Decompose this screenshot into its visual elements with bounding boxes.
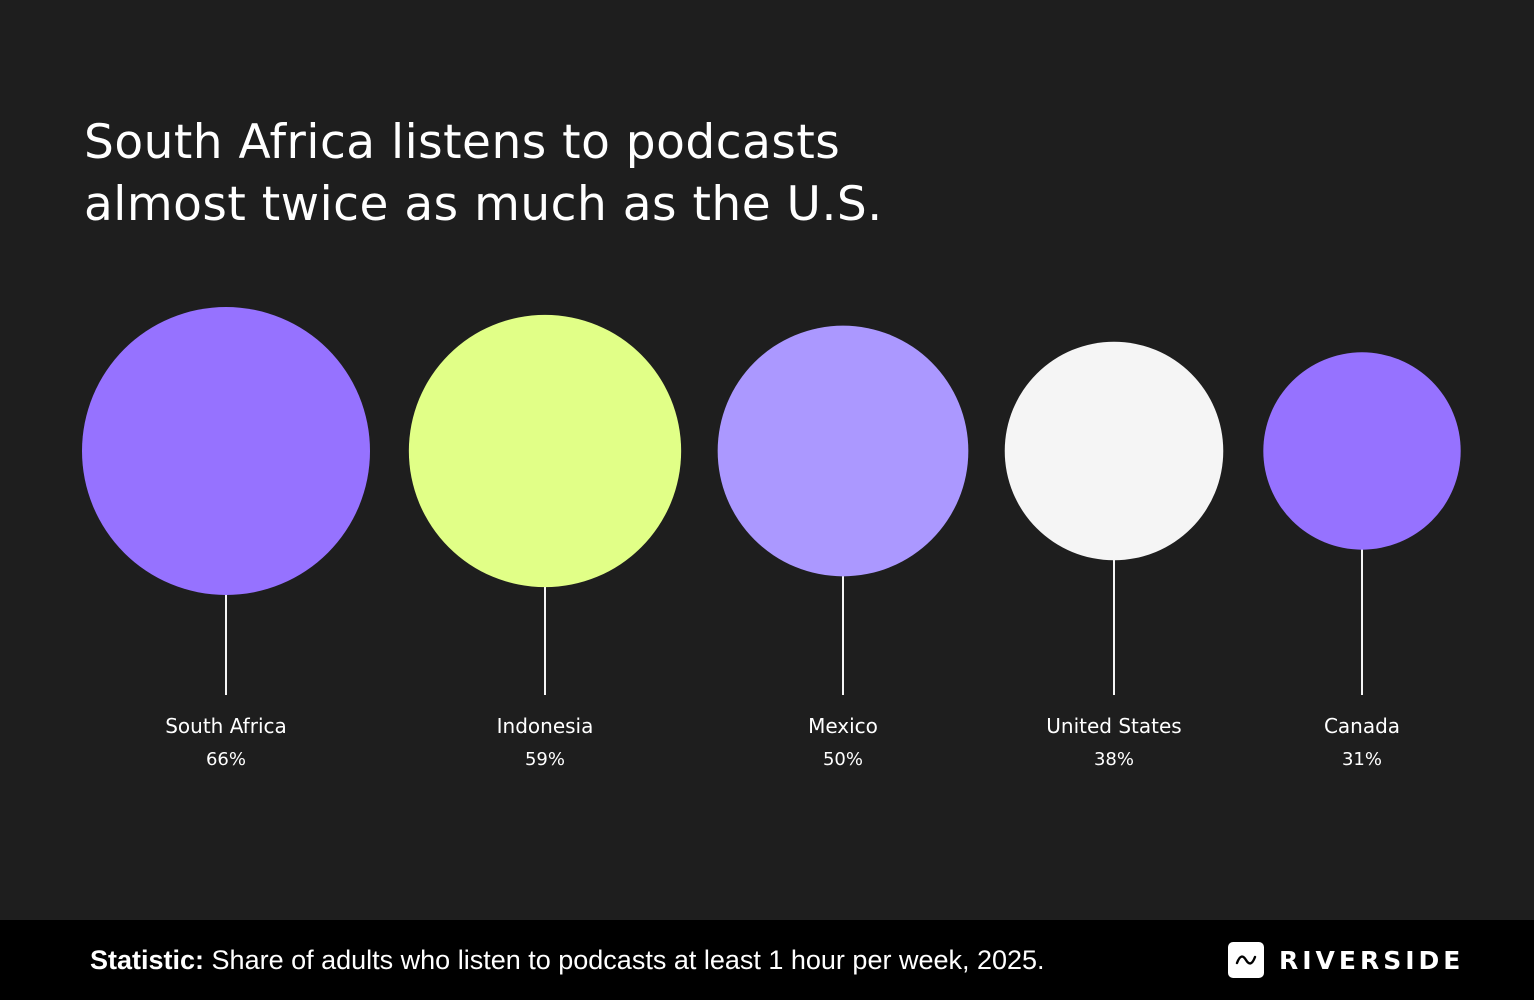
chart-title-line-1: South Africa listens to podcasts — [84, 115, 841, 170]
category-label-canada: Canada — [1324, 714, 1400, 738]
brand-logo: RIVERSIDE — [1228, 942, 1464, 978]
statistic-label: Statistic: — [90, 945, 205, 975]
value-label-south-africa: 66% — [206, 749, 246, 770]
bubble-chart: South Africa 66% Indonesia 59% Mexico 50% Unit… — [82, 307, 1461, 770]
statistic-text: Share of adults who listen to podcasts a… — [211, 945, 1045, 975]
value-label-mexico: 50% — [823, 749, 863, 770]
bubble-united-states — [1004, 341, 1224, 561]
bubble-indonesia — [408, 314, 682, 588]
category-label-mexico: Mexico — [808, 714, 878, 738]
value-label-canada: 31% — [1342, 749, 1382, 770]
riverside-wave-icon — [1228, 942, 1264, 978]
value-label-united-states: 38% — [1094, 749, 1134, 770]
chart-title-line-2: almost twice as much as the U.S. — [84, 177, 883, 232]
footer-bar: Statistic: Share of adults who listen to… — [0, 920, 1534, 1000]
brand-name: RIVERSIDE — [1279, 945, 1465, 975]
category-label-indonesia: Indonesia — [497, 714, 594, 738]
bubble-south-africa — [82, 307, 370, 595]
category-label-south-africa: South Africa — [165, 714, 287, 738]
chart-title: South Africa listens to podcasts almost … — [84, 112, 1084, 236]
bubble-mexico — [717, 325, 969, 577]
category-label-united-states: United States — [1046, 714, 1181, 738]
value-label-indonesia: 59% — [525, 749, 565, 770]
bubble-canada — [1263, 352, 1461, 550]
footer-statistic: Statistic: Share of adults who listen to… — [90, 942, 1045, 978]
